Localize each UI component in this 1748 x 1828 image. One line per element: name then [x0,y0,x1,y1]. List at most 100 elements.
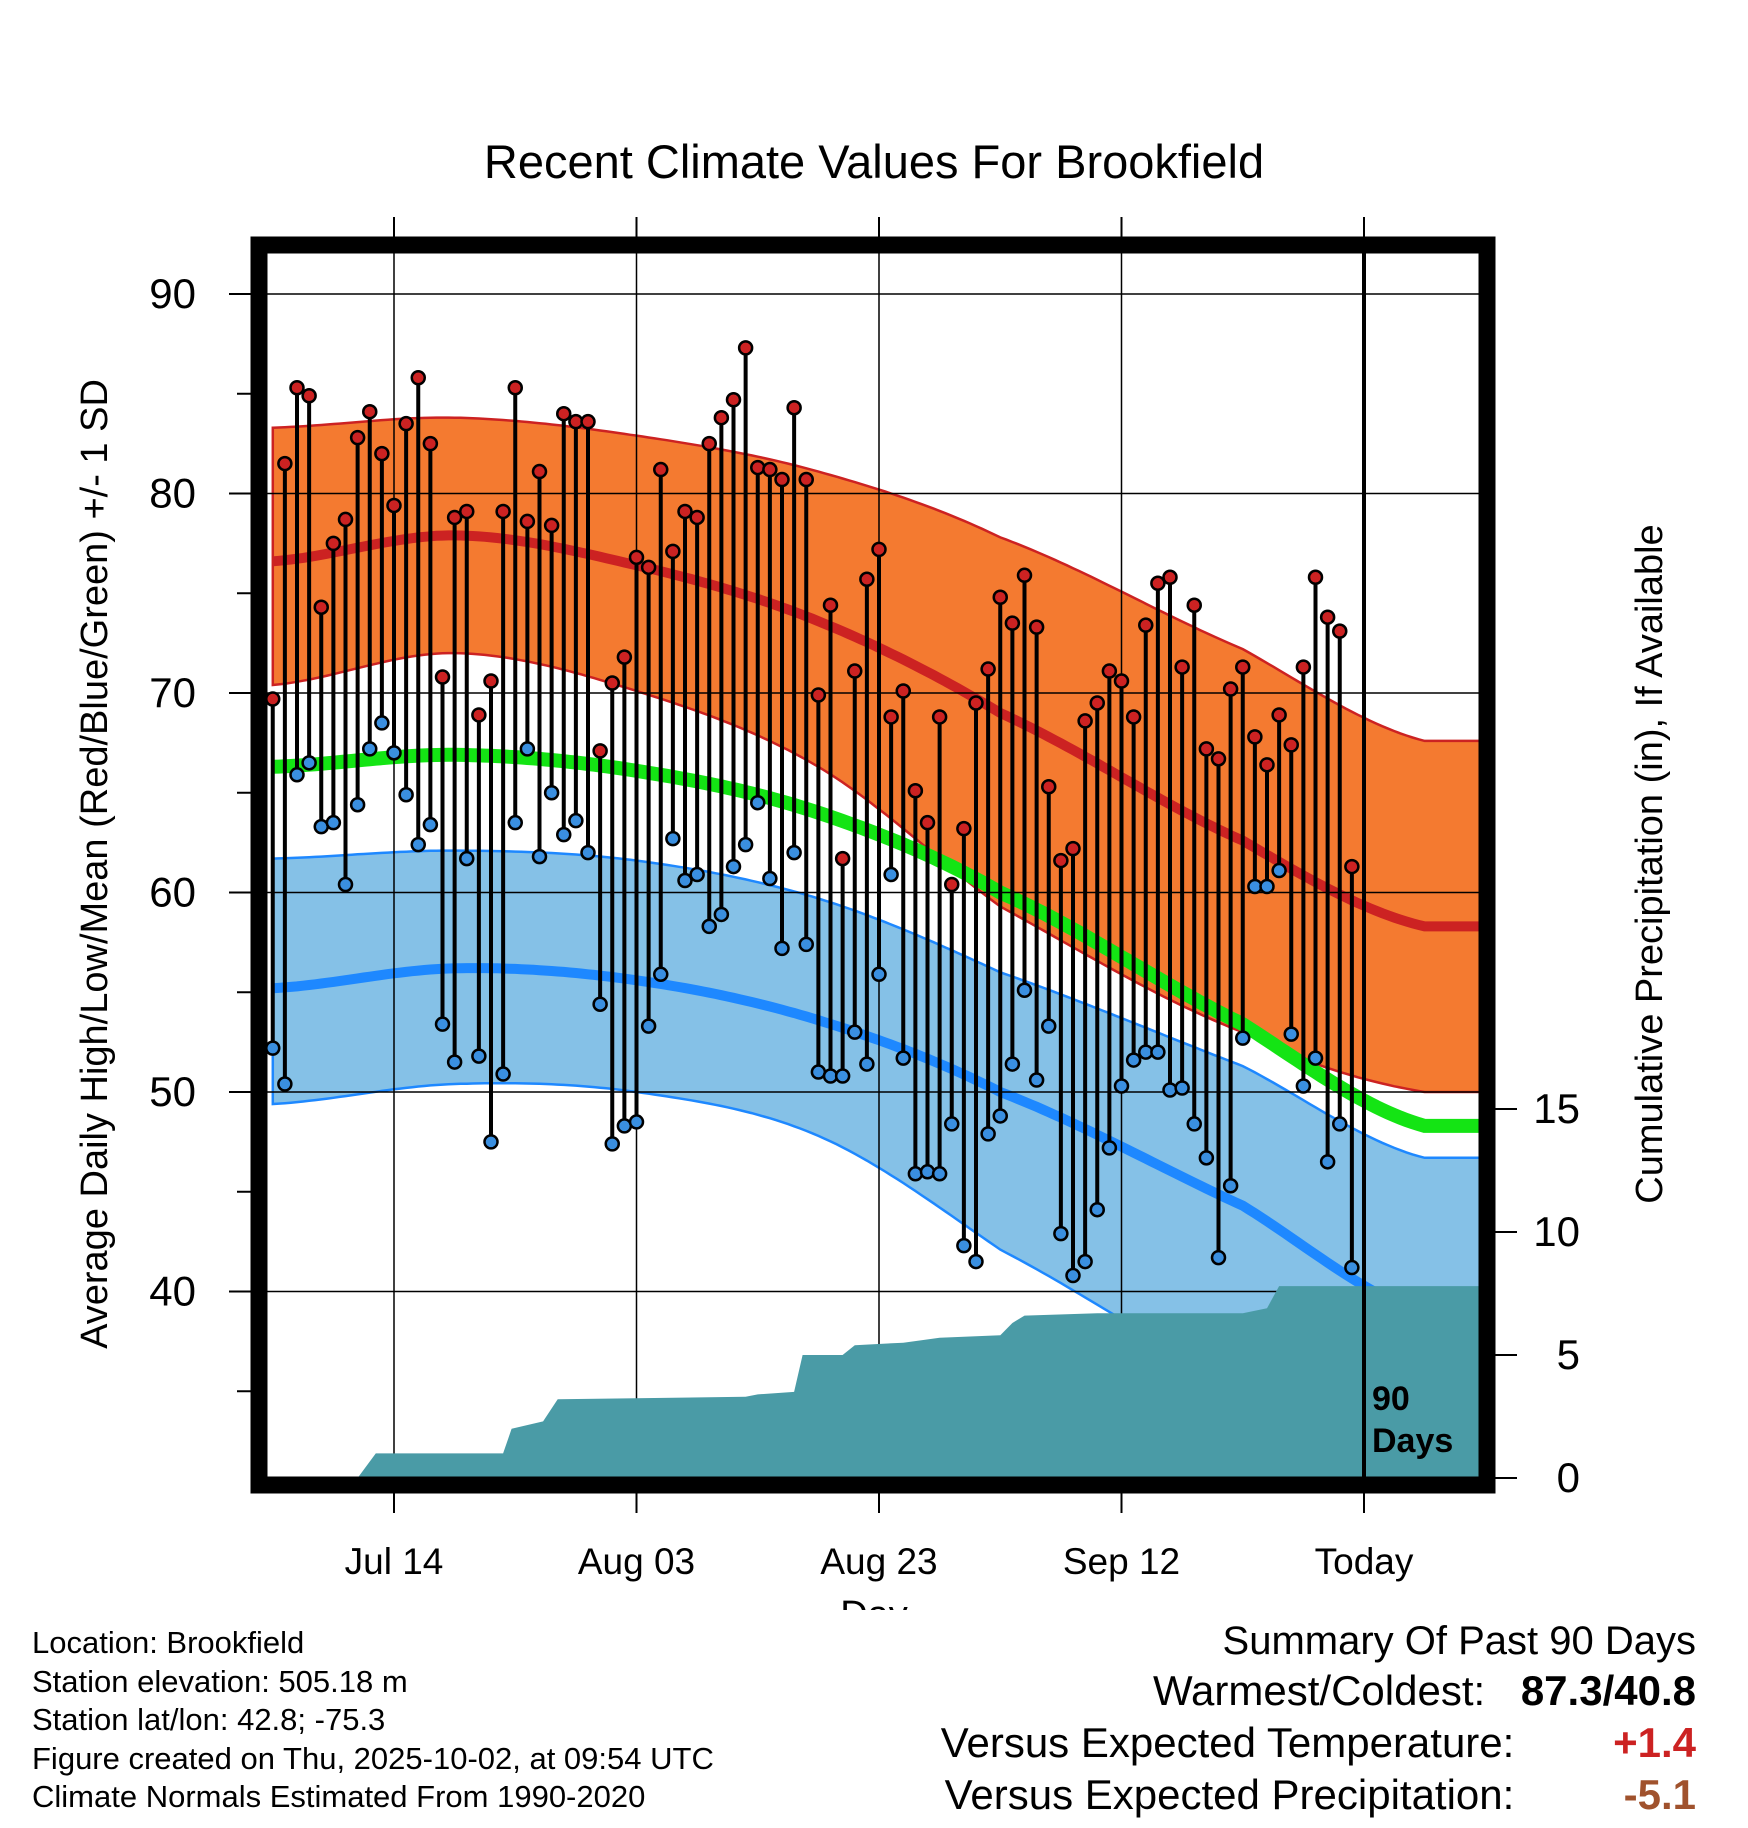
high-point [1125,709,1142,725]
low-point [1004,1056,1021,1072]
low-point [543,785,560,801]
low-point [665,830,681,847]
high-point [349,429,366,446]
high-point [531,463,548,480]
low-point [1283,1026,1299,1042]
low-point [349,796,366,813]
high-point [919,814,936,831]
elevation-text: Station elevation: 505.18 m [32,1663,408,1699]
y2-tick-label: 5 [1557,1331,1580,1378]
climate-chart: Recent Climate Values For Brookfield 90 … [74,135,1671,1610]
high-point [604,675,620,691]
low-point [1307,1050,1324,1066]
high-point [337,511,354,528]
high-point [1344,858,1360,875]
high-point [301,387,317,404]
low-point [798,936,814,953]
high-point [519,513,536,530]
low-point [1150,1044,1166,1060]
high-point [507,380,523,396]
low-point [386,745,402,761]
low-point [1259,878,1275,895]
high-point [701,435,717,452]
chart-title: Recent Climate Values For Brookfield [484,135,1264,188]
high-point [374,445,390,462]
low-point [483,1134,499,1150]
high-point [774,471,790,488]
low-point [1295,1078,1312,1094]
high-point [762,461,778,478]
low-point [762,870,778,887]
high-point [992,589,1008,605]
x-axis: Jul 14 Aug 03 Aug 23 Sep 12 Today [345,217,1414,1582]
x-tick-label: Aug 23 [820,1541,937,1582]
low-point [277,1076,293,1092]
y-tick-label: 40 [149,1268,196,1315]
low-point [653,966,669,983]
high-point [1307,569,1324,586]
low-point [446,1054,463,1070]
high-point [265,691,281,707]
low-point [701,918,717,935]
low-point [883,866,899,883]
warmest-coldest-row: Warmest/Coldest: 87.3/40.8 [941,1665,1696,1717]
summary-panel: Summary Of Past 90 Days Warmest/Coldest:… [941,1617,1696,1821]
high-point [871,541,887,558]
daily-stems [270,347,1354,1276]
high-point [847,663,863,679]
low-point [750,794,766,811]
high-point [665,543,681,560]
low-point [301,755,317,771]
low-point [1101,1140,1118,1156]
high-point [1053,852,1069,869]
high-point [786,399,802,416]
x-tick-label: Today [1315,1541,1414,1582]
high-point [325,535,342,552]
high-point [859,571,875,588]
high-point [556,405,572,422]
high-point [289,380,305,396]
low-point [337,876,354,893]
low-point [968,1253,984,1270]
normals-text: Climate Normals Estimated From 1990-2020 [32,1779,646,1814]
high-point [1150,575,1166,592]
high-point [592,743,608,759]
high-point [980,661,996,677]
high-point [968,695,984,711]
high-point [689,509,705,526]
high-point [1041,779,1057,795]
low-point [628,1114,645,1130]
low-point [725,858,742,875]
low-point [398,786,414,803]
low-point [265,1040,281,1056]
low-point [1344,1259,1360,1276]
y2-tick-label: 10 [1533,1208,1580,1255]
low-point [1016,982,1033,999]
created-text: Figure created on Thu, 2025-10-02, at 09… [32,1740,714,1776]
high-point [628,549,645,566]
low-point [495,1066,511,1082]
high-point [1259,757,1275,773]
high-point [883,709,899,725]
summary-title: Summary Of Past 90 Days [1222,1619,1696,1663]
normal-low-line [272,963,1487,1319]
low-point [847,1024,863,1040]
temp-anomaly-row: Versus Expected Temperature: +1.4 [941,1717,1696,1769]
low-point [931,1166,948,1182]
today-marker-label: 90 [1372,1380,1410,1418]
high-point [725,391,742,408]
high-point [446,509,463,526]
high-point [1222,681,1239,697]
low-point [1198,1150,1215,1166]
high-point [737,340,754,356]
plot-area: 90 Days [250,236,1496,1494]
low-point [1235,1030,1251,1046]
low-point [907,1166,924,1182]
high-point [798,471,814,488]
high-point [1101,663,1118,679]
low-point [944,1116,960,1132]
low-point [471,1048,487,1064]
high-point [822,597,839,613]
high-point [1089,695,1105,711]
high-point [410,370,426,386]
